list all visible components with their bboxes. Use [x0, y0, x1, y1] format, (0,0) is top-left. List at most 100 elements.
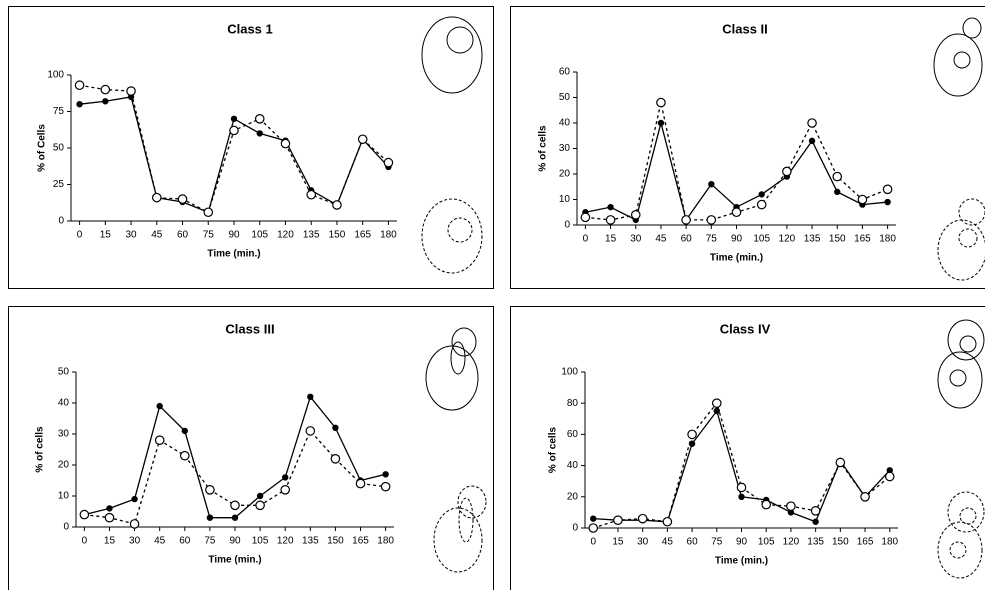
panel-frames — [8, 6, 985, 590]
data-point — [106, 505, 113, 512]
data-point — [383, 157, 394, 168]
y-tick-label: 0 — [63, 522, 69, 533]
data-point — [280, 484, 291, 495]
data-point — [156, 402, 163, 410]
data-point — [688, 440, 696, 447]
data-point — [681, 215, 691, 225]
x-tick-label: 30 — [630, 234, 642, 245]
data-point — [355, 478, 366, 489]
x-axis-label: Time (min.) — [715, 556, 768, 567]
data-point — [256, 492, 264, 500]
y-tick-label: 20 — [559, 169, 571, 180]
cell — [933, 33, 983, 97]
data-point — [687, 429, 697, 440]
nucleus — [958, 228, 978, 248]
data-point — [126, 86, 136, 96]
x-tick-label: 90 — [731, 234, 743, 245]
nucleus — [446, 26, 474, 54]
bud — [958, 198, 985, 226]
data-point — [102, 98, 109, 105]
y-tick-label: 0 — [564, 220, 570, 231]
y-tick-label: 25 — [53, 179, 65, 190]
y-tick-label: 60 — [567, 429, 579, 440]
data-point — [738, 493, 745, 500]
x-tick-label: 30 — [129, 536, 141, 547]
x-tick-label: 180 — [881, 537, 898, 548]
data-point — [306, 189, 317, 200]
chart-title: Class II — [722, 21, 768, 36]
x-tick-label: 0 — [590, 537, 596, 548]
data-point — [580, 212, 591, 223]
x-tick-label: 15 — [612, 537, 624, 548]
x-tick-label: 150 — [329, 230, 346, 241]
x-tick-label: 165 — [354, 230, 371, 241]
data-point — [332, 200, 342, 210]
data-point — [731, 207, 742, 218]
series-line — [585, 102, 888, 221]
data-point — [588, 523, 599, 533]
data-point — [713, 407, 720, 415]
x-axis-label: Time (min.) — [710, 253, 763, 264]
x-tick-label: 105 — [753, 234, 770, 245]
data-point — [332, 424, 339, 431]
y-tick-label: 30 — [58, 429, 70, 440]
x-tick-label: 45 — [662, 537, 674, 548]
data-point — [884, 471, 895, 482]
x-tick-label: 180 — [377, 536, 394, 547]
panel-frame — [510, 6, 985, 289]
data-point — [282, 474, 289, 481]
x-tick-label: 0 — [583, 234, 589, 245]
x-axis-label: Time (min.) — [208, 555, 261, 566]
x-tick-label: 165 — [854, 234, 871, 245]
data-point — [637, 513, 648, 524]
nucleus — [458, 497, 474, 543]
y-tick-label: 0 — [572, 523, 578, 534]
x-tick-label: 135 — [302, 536, 319, 547]
data-point — [756, 199, 767, 210]
y-tick-label: 75 — [53, 106, 65, 117]
x-tick-label: 180 — [879, 234, 896, 245]
x-tick-label: 60 — [687, 537, 699, 548]
x-tick-label: 105 — [252, 536, 269, 547]
x-tick-label: 150 — [327, 536, 344, 547]
cell — [947, 491, 985, 533]
x-tick-label: 75 — [203, 230, 215, 241]
data-point — [807, 118, 817, 128]
x-tick-label: 75 — [204, 536, 216, 547]
data-point — [380, 481, 391, 492]
series-line — [593, 409, 891, 523]
data-point — [884, 198, 891, 206]
x-tick-label: 45 — [151, 230, 163, 241]
x-tick-label: 45 — [655, 234, 667, 245]
cell — [937, 219, 985, 281]
data-point — [835, 457, 846, 468]
series-line — [79, 84, 389, 214]
data-point — [382, 471, 389, 478]
data-point — [736, 482, 747, 493]
x-tick-label: 150 — [829, 234, 846, 245]
cell — [425, 345, 479, 411]
chart-title: Class IV — [720, 321, 771, 336]
data-point — [761, 499, 772, 510]
data-point — [229, 125, 239, 136]
x-axis-label: Time (min.) — [207, 249, 260, 260]
x-tick-label: 150 — [832, 537, 849, 548]
cell — [421, 198, 483, 274]
y-tick-label: 80 — [567, 398, 579, 409]
x-tick-label: 90 — [229, 536, 241, 547]
y-tick-label: 20 — [58, 460, 70, 471]
data-point — [613, 515, 623, 525]
panel-frame — [510, 306, 985, 590]
cell — [421, 16, 483, 94]
bud — [457, 485, 487, 519]
chart-title: Class 1 — [227, 21, 273, 36]
x-tick-label: 75 — [711, 537, 723, 548]
y-tick-label: 50 — [53, 143, 65, 154]
y-tick-label: 20 — [567, 491, 579, 502]
data-point — [708, 180, 715, 188]
y-axis-label: % of Cells — [37, 124, 48, 172]
x-tick-label: 165 — [857, 537, 874, 548]
x-tick-label: 120 — [779, 234, 796, 245]
data-point — [630, 210, 641, 220]
